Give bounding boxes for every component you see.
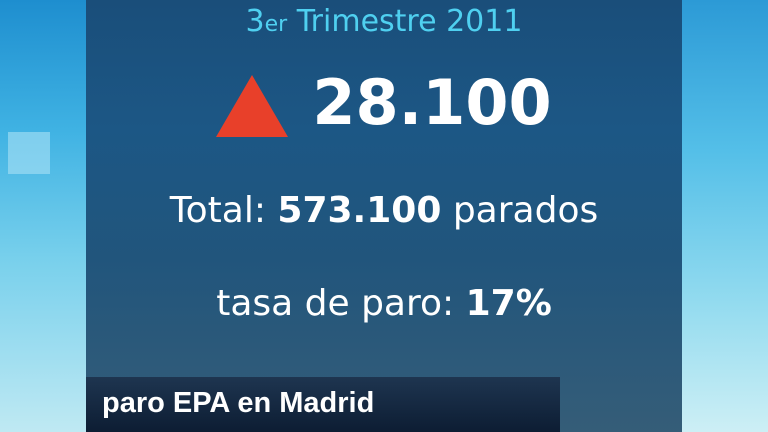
change-row: 28.100 [86,66,682,139]
info-panel: 3er Trimestre 2011 28.100 Total: 573.100… [86,0,682,432]
change-value: 28.100 [312,66,552,139]
rate-label: tasa de paro: [216,283,466,324]
title-text: Trimestre 2011 [287,4,523,39]
caption-text: paro EPA en Madrid [102,387,375,419]
up-triangle-icon [216,74,289,137]
rate-line: tasa de paro: 17% [86,283,682,324]
background-cube [8,132,50,174]
total-label: Total: [169,190,278,231]
background-right [682,0,768,432]
title-ordinal: er [264,12,288,37]
title-number: 3 [245,4,265,39]
period-title: 3er Trimestre 2011 [86,4,682,39]
total-line: Total: 573.100 parados [86,190,682,231]
rate-value: 17% [465,283,552,324]
total-unit: parados [441,190,599,231]
background-left [0,0,86,432]
caption-bar: paro EPA en Madrid [86,377,560,432]
total-value: 573.100 [277,190,442,231]
